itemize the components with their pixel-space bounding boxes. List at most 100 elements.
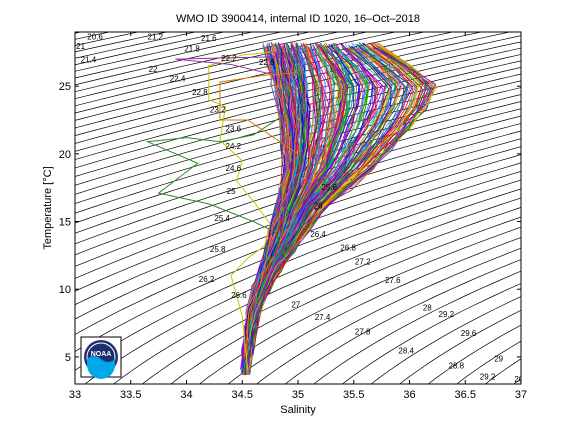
isopycnal-label: 21.2 xyxy=(148,33,164,42)
outlier-profile-line xyxy=(145,112,288,263)
isopycnal-label: 21 xyxy=(76,42,85,51)
isopycnal-line xyxy=(227,237,521,384)
isopycnal-line xyxy=(141,207,521,384)
isopycnal-label: 27 xyxy=(291,301,300,310)
isopycnal-line xyxy=(75,115,521,256)
y-axis-label: Temperature [°C] xyxy=(42,166,54,249)
isopycnal-label: 26.4 xyxy=(310,230,326,239)
isopycnal-line xyxy=(75,101,521,234)
isopycnal-line xyxy=(75,73,521,195)
x-axis-label: Salinity xyxy=(280,404,316,416)
x-axis: 33 33.5 34 34.5 35 35.5 36 36.5 37 xyxy=(69,32,527,401)
isopycnal-label: 22 xyxy=(149,65,158,74)
isopycnal-label: 26.8 xyxy=(340,244,356,253)
x-tick-label: 34.5 xyxy=(232,389,253,401)
isopycnal-line xyxy=(427,324,521,384)
isopycnal-line xyxy=(75,32,454,121)
isopycnal-label: 28.4 xyxy=(398,347,414,356)
isopycnal-line xyxy=(75,94,521,224)
isopycnal-line xyxy=(313,270,521,384)
isopycnal-line xyxy=(75,108,521,245)
profile-line xyxy=(245,44,347,375)
isopycnal-label: 21.4 xyxy=(81,56,97,65)
y-tick-label: 10 xyxy=(59,284,71,296)
outlier-profile-line xyxy=(208,51,271,371)
isopycnal-line xyxy=(75,32,426,114)
isopycnal-line xyxy=(84,188,521,384)
y-tick-label: 5 xyxy=(65,352,71,364)
isopycnal-line xyxy=(75,130,521,279)
isopycnal-line xyxy=(75,32,340,93)
profile-line xyxy=(248,46,430,373)
isopycnal-label: 25 xyxy=(227,187,236,196)
isopycnal-line xyxy=(75,87,521,214)
y-tick-label: 15 xyxy=(59,217,71,229)
isopycnal-line xyxy=(75,80,521,204)
chart-title: WMO ID 3900414, internal ID 1020, 16–Oct… xyxy=(176,13,420,25)
logo-wave xyxy=(87,356,115,379)
y-axis: 5 10 15 20 25 xyxy=(59,81,521,364)
isopycnal-label: 23.2 xyxy=(210,106,226,115)
isopycnal-label: 29 xyxy=(494,355,503,364)
isopycnal-line xyxy=(113,197,521,384)
isopycnal-label: 26 xyxy=(314,202,323,211)
isopycnal-label: 27.6 xyxy=(385,276,401,285)
profile-line xyxy=(243,45,409,370)
isopycnal-line xyxy=(75,171,521,352)
x-tick-label: 36.5 xyxy=(455,389,476,401)
profile-line xyxy=(246,42,297,375)
isopycnal-label: 25.6 xyxy=(321,183,337,192)
profile-line xyxy=(243,43,302,371)
isopycnal-label: 22.2 xyxy=(221,54,237,63)
isopycnal-line xyxy=(284,259,521,384)
isopycnal-line xyxy=(75,154,521,320)
profile-line xyxy=(243,45,299,375)
profile-line xyxy=(249,42,419,369)
y-tick-label: 20 xyxy=(59,149,71,161)
isopycnal-line xyxy=(75,32,397,107)
isopycnal-label: 22.6 xyxy=(259,58,275,67)
isopycnal-label: 21.6 xyxy=(201,34,217,43)
isopycnal-label: 29.2 xyxy=(480,372,496,381)
outlier-profile-line xyxy=(219,72,299,155)
isopycnal-line xyxy=(75,35,521,144)
isopycnal-line xyxy=(75,32,483,129)
y-tick-label: 25 xyxy=(59,81,71,93)
isopycnal-label: 27.8 xyxy=(355,328,371,337)
logo-text: NOAA xyxy=(91,351,112,358)
isopycnal-label: 26.6 xyxy=(231,291,247,300)
outlier-profile-line xyxy=(175,55,310,101)
x-tick-label: 35 xyxy=(292,389,304,401)
isopycnal-line xyxy=(75,54,521,169)
isopycnal-line xyxy=(341,283,521,384)
x-tick-label: 35.5 xyxy=(343,389,364,401)
isopycnal-label: 26.2 xyxy=(199,275,215,284)
isopycnal-label: 28.8 xyxy=(449,362,465,371)
isopycnal-label: 29.6 xyxy=(461,329,477,338)
isopycnal-label: 27.4 xyxy=(315,313,331,322)
isopycnal-line xyxy=(75,32,369,100)
isopycnal-label: 23.6 xyxy=(226,125,242,134)
isopycnal-line xyxy=(75,66,521,186)
noaa-logo: NOAA xyxy=(80,336,122,379)
isopycnal-label: 24.2 xyxy=(226,142,242,151)
x-tick-label: 37 xyxy=(515,389,527,401)
isopycnal-label: 24.6 xyxy=(226,164,242,173)
profile-line xyxy=(242,48,295,374)
isopycnal-label: 28 xyxy=(423,303,432,312)
isopycnal-label: 22.4 xyxy=(170,75,186,84)
isopycnal-label: 25.4 xyxy=(214,214,230,223)
x-tick-label: 34 xyxy=(180,389,192,401)
profile-line xyxy=(246,45,397,375)
isopycnal-labels: 20.621 21.2 21.4 21.621.8 22 22.2 22.4 22.6 22.8… xyxy=(76,33,523,384)
isopycnal-line xyxy=(198,226,521,384)
isopycnal-line xyxy=(370,296,521,384)
profile-lines xyxy=(240,42,438,376)
isopycnal-line xyxy=(75,123,521,267)
isopycnal-label: 20 xyxy=(514,375,523,384)
isopycnal-label: 29.2 xyxy=(439,310,455,319)
x-tick-label: 33 xyxy=(69,389,81,401)
isopycnal-line xyxy=(256,247,521,384)
profile-line xyxy=(243,46,306,369)
